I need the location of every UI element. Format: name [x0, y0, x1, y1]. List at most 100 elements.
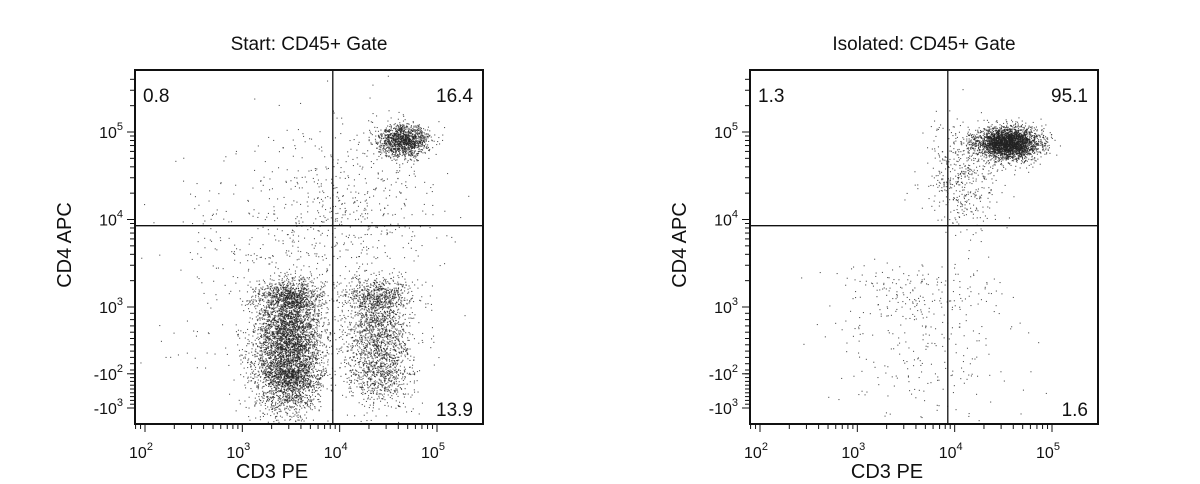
event-point	[280, 388, 282, 390]
event-point	[260, 299, 262, 301]
event-point	[300, 351, 302, 353]
event-point	[288, 336, 290, 338]
event-point	[274, 320, 276, 322]
event-point	[271, 374, 273, 376]
event-point	[272, 396, 274, 398]
event-point	[272, 311, 274, 313]
event-point	[239, 403, 241, 405]
event-point	[275, 381, 277, 383]
event-point	[238, 399, 240, 401]
event-point	[313, 299, 315, 301]
event-point	[292, 397, 294, 399]
event-point	[282, 323, 284, 325]
event-point	[254, 382, 256, 384]
event-point	[295, 342, 297, 344]
event-point	[296, 394, 298, 396]
event-point	[289, 400, 291, 402]
event-point	[276, 300, 278, 302]
event-point	[285, 324, 287, 326]
event-point	[295, 353, 297, 355]
event-point	[295, 380, 297, 382]
event-point	[302, 359, 304, 361]
event-point	[316, 358, 318, 360]
event-point	[290, 418, 292, 420]
event-point	[288, 376, 290, 378]
event-point	[268, 336, 270, 338]
event-point	[267, 306, 269, 308]
event-point	[263, 333, 265, 335]
event-point	[277, 310, 279, 312]
event-point	[273, 320, 275, 322]
event-point	[281, 292, 283, 294]
event-point	[285, 361, 287, 363]
event-point	[289, 388, 291, 390]
event-point	[306, 375, 308, 377]
event-point	[275, 296, 277, 298]
event-point	[318, 309, 320, 311]
event-point	[298, 318, 300, 320]
event-point	[268, 383, 270, 385]
event-point	[313, 338, 315, 340]
event-point	[299, 308, 301, 310]
event-point	[282, 350, 284, 352]
event-point	[262, 372, 264, 374]
event-point	[265, 349, 267, 351]
event-point	[313, 324, 315, 326]
event-point	[309, 324, 311, 326]
event-point	[278, 411, 280, 413]
event-point	[251, 368, 253, 370]
event-point	[285, 378, 287, 380]
event-point	[292, 316, 294, 318]
event-point	[293, 291, 295, 293]
event-point	[300, 289, 302, 291]
event-point	[291, 318, 293, 320]
event-point	[286, 342, 288, 344]
event-point	[273, 365, 275, 367]
event-point	[280, 320, 282, 322]
event-point	[282, 383, 284, 385]
event-point	[302, 370, 304, 372]
event-point	[264, 314, 266, 316]
event-point	[309, 406, 311, 408]
event-point	[278, 345, 280, 347]
event-point	[321, 371, 323, 373]
event-point	[270, 379, 272, 381]
event-point	[283, 384, 285, 386]
event-point	[281, 390, 283, 392]
event-point	[272, 381, 274, 383]
event-point	[288, 363, 290, 365]
event-point	[271, 342, 273, 344]
event-point	[301, 369, 303, 371]
event-point	[274, 357, 276, 359]
event-point	[303, 336, 305, 338]
event-point	[263, 300, 265, 302]
event-point	[286, 294, 288, 296]
event-point	[325, 369, 327, 371]
event-point	[239, 355, 241, 357]
event-point	[277, 314, 279, 316]
event-point	[322, 384, 324, 386]
event-point	[305, 346, 307, 348]
event-point	[298, 287, 300, 289]
event-point	[284, 371, 286, 373]
event-point	[274, 316, 276, 318]
event-point	[282, 379, 284, 381]
event-point	[293, 324, 295, 326]
event-point	[306, 341, 308, 343]
event-point	[257, 315, 259, 317]
event-point	[309, 331, 311, 333]
event-point	[300, 269, 302, 271]
event-point	[289, 297, 291, 299]
event-point	[263, 342, 265, 344]
event-point	[269, 366, 271, 368]
event-point	[293, 402, 295, 404]
event-point	[318, 398, 320, 400]
event-point	[268, 357, 270, 359]
event-point	[290, 332, 292, 334]
event-point	[289, 342, 291, 344]
event-point	[315, 305, 317, 307]
event-point	[293, 384, 295, 386]
event-point	[268, 291, 270, 293]
event-point	[312, 384, 314, 386]
event-point	[287, 346, 289, 348]
